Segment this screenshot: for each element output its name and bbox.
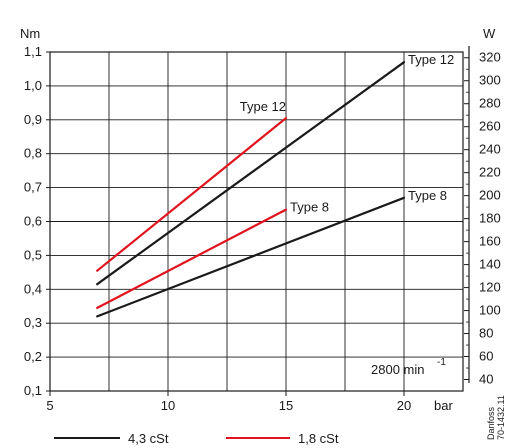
source-note-brand: Danfoss [486, 406, 496, 440]
y2-tick-label: 240 [479, 142, 501, 157]
speed-annotation-exponent: -1 [437, 357, 446, 368]
y-tick-label: 0,6 [24, 214, 42, 229]
y-tick-label: 1,0 [24, 78, 42, 93]
y-tick-label: 0,4 [24, 281, 42, 296]
y2-tick-label: 260 [479, 119, 501, 134]
series-lines: Type 12 Type 8 Type 12 Type 8 [96, 52, 454, 318]
x-axis-ticks: 5 10 15 20 [46, 391, 411, 413]
series-label: Type 8 [408, 188, 447, 203]
y2-tick-label: 180 [479, 211, 501, 226]
legend-label-4-3-cst: 4,3 cSt [128, 431, 169, 446]
y2-tick-label: 300 [479, 73, 501, 88]
series-line-2 [96, 196, 406, 318]
y2-tick-label: 40 [479, 372, 493, 387]
left-axis-ticks: 0,1 0,2 0,3 0,4 0,5 0,6 0,7 0,8 0,9 1,0 1,1 [24, 44, 50, 398]
y2-tick-label: 120 [479, 280, 501, 295]
y2-tick-label: 200 [479, 188, 501, 203]
y-axis-unit: Nm [20, 26, 40, 41]
x-tick-label: 15 [279, 398, 293, 413]
y2-tick-label: 100 [479, 303, 501, 318]
series-label: Type 12 [408, 52, 454, 67]
y2-tick-label: 220 [479, 165, 501, 180]
series-label: Type 8 [290, 200, 329, 215]
series-label: Type 12 [240, 99, 286, 114]
series-line-3 [96, 116, 288, 272]
y2-tick-label: 320 [479, 50, 501, 65]
y2-axis-unit: W [483, 26, 496, 41]
right-axis: 40 60 80 100 120 140 160 180 200 220 240 260 280 300 3… [464, 46, 501, 387]
y2-tick-label: 60 [479, 349, 493, 364]
x-axis-unit: bar [434, 398, 453, 413]
y-tick-label: 0,8 [24, 146, 42, 161]
y-tick-label: 0,2 [24, 349, 42, 364]
legend-label-1-8-cst: 1,8 cSt [298, 431, 339, 446]
y2-tick-label: 280 [479, 96, 501, 111]
series-line-4 [96, 208, 288, 309]
y-tick-label: 0,7 [24, 180, 42, 195]
speed-annotation: 2800 min [371, 362, 424, 377]
y-tick-label: 0,3 [24, 315, 42, 330]
source-note-code: 70-1432.11 [496, 395, 506, 440]
y-tick-label: 0,5 [24, 247, 42, 262]
y2-tick-label: 80 [479, 326, 493, 341]
y2-tick-label: 140 [479, 257, 501, 272]
x-tick-label: 10 [161, 398, 175, 413]
y-tick-label: 0,9 [24, 112, 42, 127]
y2-tick-label: 160 [479, 234, 501, 249]
y-tick-label: 1,1 [24, 44, 42, 59]
y-tick-label: 0,1 [24, 383, 42, 398]
series-line-1 [96, 61, 406, 286]
x-tick-label: 20 [397, 398, 411, 413]
x-tick-label: 5 [46, 398, 53, 413]
